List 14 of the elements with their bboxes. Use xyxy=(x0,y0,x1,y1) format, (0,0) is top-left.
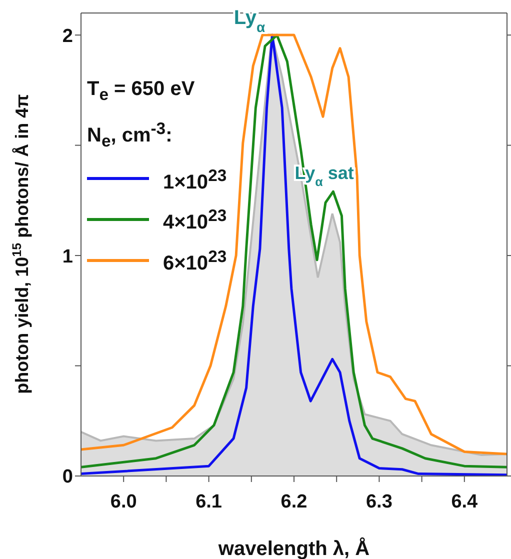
x-tick-label: 6.2 xyxy=(280,491,308,512)
x-tick-label: 6.4 xyxy=(451,491,478,512)
text: T$_{e}$ = 650 eV N$_{e}$, cm$^{-3}$: xyxy=(87,78,195,151)
x-tick-label: 6.1 xyxy=(196,491,222,512)
y-tick-label: 2 xyxy=(62,26,73,47)
y-tick-label: 0 xyxy=(62,466,73,488)
legend-label: 1×10$^{23}$ xyxy=(162,164,227,196)
annotation: Ly$_{α}$ xyxy=(234,7,266,36)
x-tick-label: 6.0 xyxy=(110,491,137,512)
y-tick-label: 1 xyxy=(62,246,74,268)
legend-label: 4×10$^{23}$ xyxy=(162,205,227,236)
x-axis-title: wavelength λ, Å xyxy=(217,537,370,559)
x-tick-label: 6.3 xyxy=(366,491,392,512)
legend-label: 6×10$^{23}$ xyxy=(162,246,227,277)
